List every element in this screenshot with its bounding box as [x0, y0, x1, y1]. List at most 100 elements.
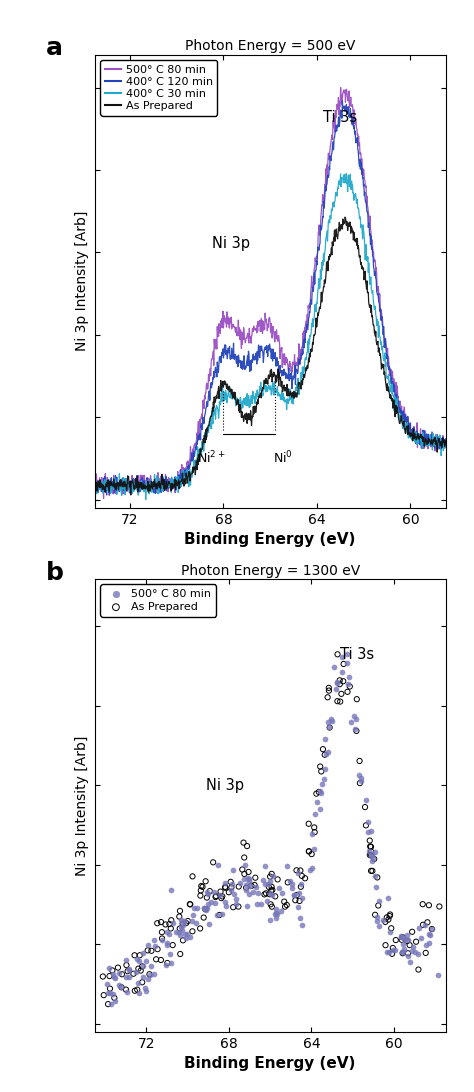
500° C 80 min	[173, 924, 180, 941]
Text: Ni$^{2+}$: Ni$^{2+}$	[197, 450, 226, 466]
As Prepared	[386, 905, 394, 923]
500° C 80 min	[333, 674, 341, 691]
As Prepared	[392, 931, 400, 949]
As Prepared	[242, 879, 250, 897]
500° C 80 min	[177, 918, 185, 936]
500° C 80 min	[326, 719, 333, 736]
500° C 80 min	[296, 910, 304, 927]
500° C 80 min	[362, 792, 370, 809]
As Prepared	[175, 907, 183, 925]
As Prepared	[146, 965, 153, 983]
500° C 80 min	[116, 976, 123, 994]
As Prepared	[296, 892, 303, 910]
As Prepared	[366, 832, 374, 850]
As Prepared	[334, 692, 341, 710]
As Prepared	[217, 882, 224, 900]
500° C 80 min	[289, 876, 296, 893]
As Prepared	[428, 921, 436, 938]
500° C 80 min	[357, 770, 365, 787]
500° C 80 min	[140, 969, 147, 986]
As Prepared	[367, 862, 375, 879]
500° C 80 min	[218, 905, 226, 923]
500° C 80 min	[164, 936, 171, 953]
500° C 80 min	[242, 876, 250, 893]
500° C 80 min	[139, 958, 146, 975]
As Prepared	[198, 877, 205, 894]
500° C 80 min	[344, 676, 352, 693]
As Prepared	[404, 945, 412, 962]
500° C 80 min	[372, 878, 380, 895]
500° C 80 min	[135, 985, 143, 1002]
500° C 80 min	[201, 899, 208, 916]
500° C 80 min	[176, 927, 183, 945]
500° C 80 min	[277, 902, 284, 919]
As Prepared	[134, 981, 141, 998]
500° C 80 min	[266, 873, 273, 890]
500° C 80 min	[311, 805, 319, 822]
As Prepared	[325, 679, 333, 697]
500° C 80 min	[140, 945, 147, 962]
500° C 80 min	[249, 883, 257, 901]
As Prepared	[366, 846, 374, 864]
As Prepared	[130, 965, 137, 983]
500° C 80 min	[240, 870, 248, 888]
500° C 80 min	[167, 953, 175, 971]
500° C 80 min	[125, 969, 133, 986]
500° C 80 min	[272, 905, 279, 923]
500° C 80 min	[367, 822, 374, 840]
As Prepared	[137, 962, 145, 980]
500° C 80 min	[246, 873, 253, 890]
500° C 80 min	[397, 927, 405, 945]
500° C 80 min	[273, 905, 281, 923]
500° C 80 min	[390, 941, 397, 959]
As Prepared	[179, 915, 186, 933]
As Prepared	[124, 962, 131, 980]
Y-axis label: Ni 3p Intensity [Arb]: Ni 3p Intensity [Arb]	[75, 735, 89, 876]
500° C 80 min	[180, 914, 188, 931]
As Prepared	[189, 868, 196, 886]
500° C 80 min	[133, 963, 140, 981]
500° C 80 min	[169, 914, 176, 931]
500° C 80 min	[205, 915, 213, 933]
500° C 80 min	[108, 996, 115, 1013]
500° C 80 min	[371, 867, 379, 885]
500° C 80 min	[295, 883, 302, 901]
As Prepared	[308, 845, 316, 863]
As Prepared	[356, 774, 364, 792]
500° C 80 min	[370, 850, 377, 867]
As Prepared	[269, 881, 276, 899]
500° C 80 min	[278, 885, 286, 902]
500° C 80 min	[321, 731, 329, 748]
As Prepared	[118, 965, 126, 983]
As Prepared	[281, 898, 289, 915]
As Prepared	[382, 913, 389, 930]
As Prepared	[370, 851, 378, 868]
500° C 80 min	[333, 680, 340, 698]
500° C 80 min	[316, 783, 324, 800]
500° C 80 min	[334, 674, 341, 691]
500° C 80 min	[327, 710, 334, 727]
As Prepared	[240, 834, 247, 852]
500° C 80 min	[133, 950, 141, 968]
500° C 80 min	[245, 869, 252, 887]
As Prepared	[210, 854, 217, 871]
As Prepared	[241, 865, 248, 882]
As Prepared	[297, 878, 305, 895]
As Prepared	[265, 886, 273, 903]
As Prepared	[131, 982, 138, 999]
500° C 80 min	[295, 899, 302, 916]
500° C 80 min	[145, 937, 152, 954]
As Prepared	[298, 867, 306, 885]
500° C 80 min	[320, 770, 328, 787]
500° C 80 min	[175, 923, 182, 940]
500° C 80 min	[367, 847, 375, 865]
As Prepared	[344, 684, 351, 701]
As Prepared	[281, 893, 288, 911]
As Prepared	[336, 672, 344, 689]
As Prepared	[374, 897, 382, 914]
As Prepared	[197, 887, 204, 904]
As Prepared	[147, 942, 155, 960]
500° C 80 min	[310, 840, 318, 857]
Text: Ti 3s: Ti 3s	[340, 648, 374, 662]
500° C 80 min	[152, 937, 159, 954]
